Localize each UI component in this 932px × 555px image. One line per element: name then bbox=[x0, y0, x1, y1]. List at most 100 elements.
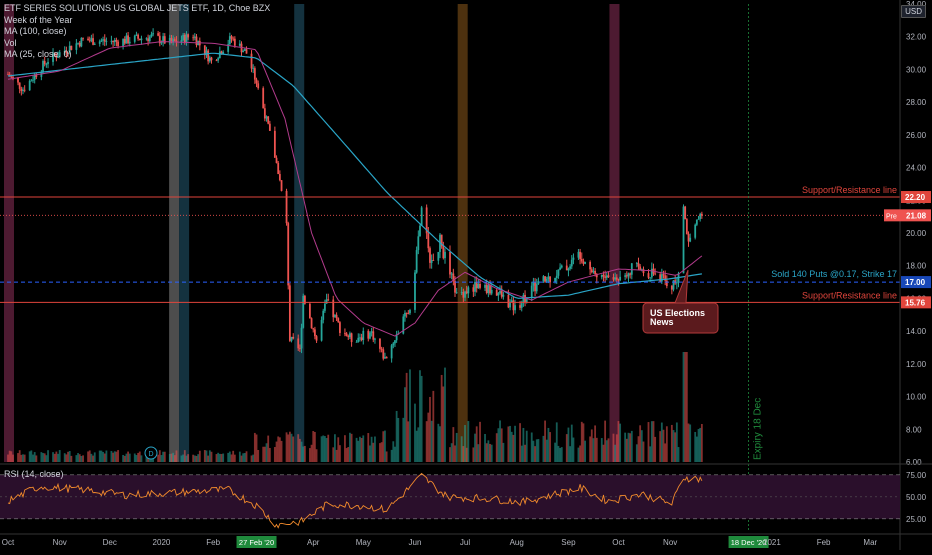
candle-body bbox=[450, 273, 453, 275]
rsi-tick-label: 75.00 bbox=[906, 471, 927, 480]
volume-bar bbox=[584, 440, 587, 462]
volume-bar bbox=[624, 432, 627, 462]
volume-bar bbox=[545, 439, 548, 462]
candle-body bbox=[512, 300, 515, 311]
x-tick-label: Apr bbox=[307, 538, 320, 547]
volume-bar bbox=[222, 453, 225, 462]
volume-bar bbox=[298, 438, 301, 462]
volume-bar bbox=[347, 446, 350, 462]
candle-body bbox=[302, 295, 305, 328]
candle-body bbox=[432, 260, 435, 261]
volume-bar bbox=[322, 435, 325, 462]
volume-bar bbox=[649, 446, 652, 462]
volume-bar bbox=[117, 450, 119, 462]
candle-body bbox=[138, 38, 141, 41]
volume-bar bbox=[80, 455, 83, 462]
candle-body bbox=[18, 82, 21, 89]
indicator-vol[interactable]: Vol bbox=[4, 37, 17, 48]
rsi-label[interactable]: RSI (14, close) bbox=[4, 469, 64, 479]
volume-bar bbox=[182, 454, 185, 462]
volume-bar bbox=[285, 432, 288, 462]
indicator-ma25[interactable]: MA (25, close, 0) bbox=[4, 49, 72, 59]
volume-bar bbox=[372, 442, 375, 462]
volume-bar bbox=[612, 433, 615, 462]
candle-body bbox=[697, 218, 700, 220]
candle-body bbox=[268, 123, 271, 131]
volume-bar bbox=[344, 435, 346, 462]
candle-body bbox=[700, 213, 703, 216]
symbol-title[interactable]: ETF SERIES SOLUTIONS US GLOBAL JETS ETF,… bbox=[4, 3, 271, 13]
candle-body bbox=[685, 219, 688, 234]
candle-body bbox=[630, 263, 633, 275]
indicator-ma100[interactable]: MA (100, close) bbox=[4, 26, 67, 36]
candle-body bbox=[462, 292, 465, 298]
volume-bar bbox=[360, 437, 363, 462]
candle-body bbox=[63, 50, 66, 53]
volume-bar bbox=[87, 451, 89, 462]
candle-body bbox=[607, 275, 610, 278]
indicator-week-of-year[interactable]: Week of the Year bbox=[4, 14, 73, 25]
highlight-band-1 bbox=[169, 4, 180, 462]
volume-bar bbox=[334, 434, 336, 462]
candle-body bbox=[105, 41, 108, 42]
candle-body bbox=[519, 305, 521, 308]
candle-body bbox=[407, 312, 410, 314]
volume-bar bbox=[233, 454, 236, 462]
candle-body bbox=[380, 348, 383, 350]
volume-bar bbox=[382, 431, 385, 462]
volume-bar bbox=[430, 420, 433, 462]
candle-body bbox=[687, 233, 690, 242]
badge-current-prefix: Pre bbox=[886, 213, 897, 220]
volume-bar bbox=[303, 445, 306, 462]
volume-bar bbox=[672, 430, 675, 462]
candle-body bbox=[629, 273, 632, 275]
rsi-tick-label: 25.00 bbox=[906, 515, 927, 524]
candle-body bbox=[78, 42, 81, 47]
volume-bar bbox=[522, 427, 525, 462]
volume-bar bbox=[98, 450, 101, 462]
candle-body bbox=[53, 52, 56, 56]
volume-bar bbox=[278, 437, 281, 462]
volume-bar bbox=[654, 436, 657, 462]
y-tick-label: 14.00 bbox=[906, 327, 927, 336]
volume-bar bbox=[195, 455, 198, 462]
volume-bar bbox=[265, 443, 268, 462]
volume-bar bbox=[135, 455, 138, 462]
candle-body bbox=[532, 282, 535, 286]
candle-body bbox=[425, 207, 428, 234]
volume-bar bbox=[82, 455, 84, 462]
candle-body bbox=[255, 79, 258, 84]
candle-body bbox=[47, 61, 49, 64]
candle-body bbox=[93, 43, 96, 45]
candle-body bbox=[372, 331, 375, 340]
volume-bar bbox=[474, 433, 476, 462]
volume-bar bbox=[145, 455, 148, 462]
volume-bar bbox=[355, 437, 358, 462]
candle-body bbox=[485, 284, 488, 293]
puts-label: Sold 140 Puts @0.17, Strike 17 bbox=[771, 269, 897, 279]
expiry-label: Expiry 18 Dec bbox=[753, 398, 764, 460]
volume-bar bbox=[125, 453, 128, 462]
volume-bar bbox=[35, 455, 38, 462]
volume-bar bbox=[677, 447, 680, 462]
volume-bar bbox=[320, 436, 323, 462]
candle-body bbox=[524, 294, 526, 303]
volume-bar bbox=[397, 417, 400, 462]
candle-body bbox=[182, 34, 185, 41]
volume-bar bbox=[42, 453, 44, 462]
candle-body bbox=[208, 57, 211, 62]
candle-body bbox=[203, 45, 206, 56]
volume-bar bbox=[405, 372, 408, 462]
volume-bar bbox=[65, 454, 68, 462]
candle-body bbox=[595, 274, 598, 278]
volume-bar bbox=[604, 420, 607, 462]
currency-badge[interactable]: USD bbox=[901, 5, 926, 18]
candle-body bbox=[262, 88, 265, 109]
candle-body bbox=[642, 269, 645, 274]
candle-body bbox=[98, 41, 101, 44]
volume-bar bbox=[660, 422, 663, 462]
candle-body bbox=[243, 49, 246, 51]
volume-bar bbox=[652, 421, 655, 462]
